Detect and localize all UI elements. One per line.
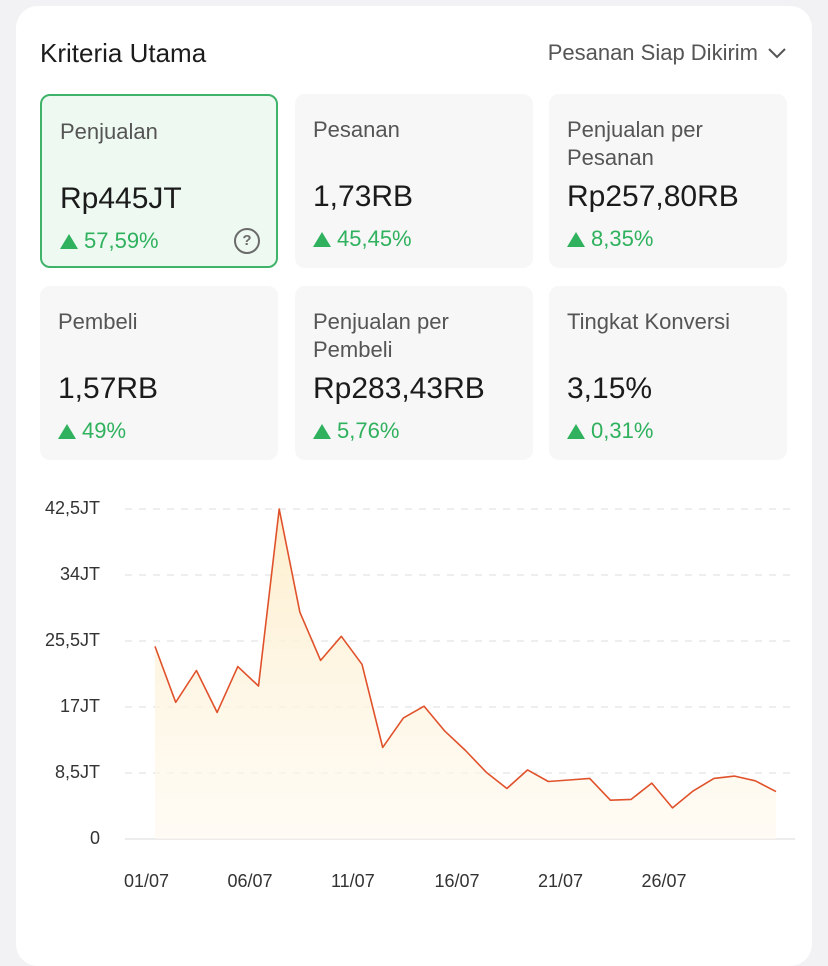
data-point-20/07[interactable] <box>545 779 551 785</box>
data-point-16/07[interactable] <box>463 747 469 753</box>
metric-change-value: 8,35% <box>591 226 654 251</box>
up-triangle-icon <box>313 231 331 247</box>
x-tick-label: 01/07 <box>124 871 170 891</box>
data-point-11/07[interactable] <box>359 661 365 667</box>
data-point-23/07[interactable] <box>607 797 613 803</box>
data-point-29/07[interactable] <box>732 773 738 779</box>
metric-change-value: 0,31% <box>591 418 654 443</box>
metric-change: 5,76% <box>313 418 399 444</box>
metric-change-value: 5,76% <box>337 418 400 443</box>
card-header: Kriteria Utama Pesanan Siap Dikirim <box>40 36 788 76</box>
data-point-15/07[interactable] <box>442 728 448 734</box>
metric-label: Tingkat Konversi <box>567 309 731 334</box>
chevron-down-icon <box>768 48 786 59</box>
up-triangle-icon <box>567 231 585 247</box>
metric-value: Rp257,80RB <box>567 180 739 213</box>
chart-area-fill <box>155 509 776 839</box>
chart-series-line <box>154 508 777 809</box>
y-tick-label: 34JT <box>59 564 100 584</box>
metric-label: Penjualan <box>60 119 158 144</box>
data-point-02/07[interactable] <box>173 699 179 705</box>
x-tick-label: 06/07 <box>227 871 273 891</box>
metric-value: 3,15% <box>567 372 653 405</box>
data-point-28/07[interactable] <box>711 775 717 781</box>
data-point-25/07[interactable] <box>649 780 655 786</box>
data-point-08/07[interactable] <box>297 609 303 615</box>
help-icon[interactable]: ? <box>234 228 260 254</box>
data-point-04/07[interactable] <box>214 709 220 715</box>
data-point-21/07[interactable] <box>566 777 572 783</box>
data-point-26/07[interactable] <box>670 805 676 811</box>
metric-value: 1,57RB <box>58 372 159 405</box>
y-tick-label: 8,5JT <box>54 762 100 782</box>
x-tick-label: 21/07 <box>538 871 584 891</box>
data-point-03/07[interactable] <box>193 668 199 674</box>
metric-change-value: 57,59% <box>84 228 159 253</box>
metric-change: 0,31% <box>567 418 653 444</box>
metric-value: Rp283,43RB <box>313 372 485 405</box>
dropdown-label: Pesanan Siap Dikirim <box>547 40 758 65</box>
metric-change-value: 49% <box>82 418 127 443</box>
metric-tile-penjualan-per-pesanan[interactable]: Penjualan per Pesanan Rp257,80RB 8,35% <box>549 94 787 268</box>
metric-value: 1,73RB <box>313 180 414 213</box>
metric-label: Penjualan per Pesanan <box>567 117 703 170</box>
y-tick-label: 0 <box>89 828 100 848</box>
y-tick-label: 25,5JT <box>44 630 100 650</box>
x-tick-label: 26/07 <box>641 871 687 891</box>
up-triangle-icon <box>58 423 76 439</box>
metric-label: Pesanan <box>313 117 400 142</box>
up-triangle-icon <box>60 233 78 249</box>
y-tick-label: 17JT <box>59 696 100 716</box>
metric-change-value: 45,45% <box>337 226 412 251</box>
metric-value: Rp445JT <box>60 182 182 215</box>
metric-change: 49% <box>58 418 126 444</box>
data-point-12/07[interactable] <box>380 744 386 750</box>
metric-change: 8,35% <box>567 226 653 252</box>
up-triangle-icon <box>313 423 331 439</box>
x-tick-label: 16/07 <box>434 871 480 891</box>
data-point-22/07[interactable] <box>587 775 593 781</box>
data-point-01/07[interactable] <box>152 643 158 649</box>
data-point-06/07[interactable] <box>256 683 262 689</box>
data-point-10/07[interactable] <box>338 633 344 639</box>
data-point-05/07[interactable] <box>235 664 241 670</box>
metric-label: Penjualan per Pembeli <box>313 309 449 362</box>
metric-tile-pesanan[interactable]: Pesanan 1,73RB 45,45% <box>295 94 533 268</box>
data-point-18/07[interactable] <box>504 786 510 792</box>
up-triangle-icon <box>567 423 585 439</box>
chart-svg <box>125 506 795 840</box>
metric-label: Pembeli <box>58 309 138 334</box>
metric-tile-penjualan-per-pembeli[interactable]: Penjualan per Pembeli Rp283,43RB 5,76% <box>295 286 533 460</box>
data-point-07/07[interactable] <box>276 506 282 512</box>
metric-change: 57,59% <box>60 228 159 254</box>
data-point-30/07[interactable] <box>752 778 758 784</box>
order-status-dropdown[interactable]: Pesanan Siap Dikirim <box>548 40 788 66</box>
data-point-17/07[interactable] <box>483 769 489 775</box>
metric-tile-pembeli[interactable]: Pembeli 1,57RB 49% <box>40 286 278 460</box>
card-title: Kriteria Utama <box>40 38 207 68</box>
metric-tile-penjualan[interactable]: Penjualan Rp445JT 57,59% ? <box>40 94 278 268</box>
metric-tile-tingkat-konversi[interactable]: Tingkat Konversi 3,15% 0,31% <box>549 286 787 460</box>
data-point-31/07[interactable] <box>773 789 779 795</box>
x-tick-label: 11/07 <box>331 871 375 891</box>
y-tick-label: 42,5JT <box>44 498 100 518</box>
data-point-27/07[interactable] <box>690 788 696 794</box>
data-point-14/07[interactable] <box>421 703 427 709</box>
data-point-19/07[interactable] <box>525 767 531 773</box>
metric-change: 45,45% <box>313 226 412 252</box>
data-point-24/07[interactable] <box>628 796 634 802</box>
data-point-13/07[interactable] <box>400 715 406 721</box>
data-point-09/07[interactable] <box>318 657 324 663</box>
